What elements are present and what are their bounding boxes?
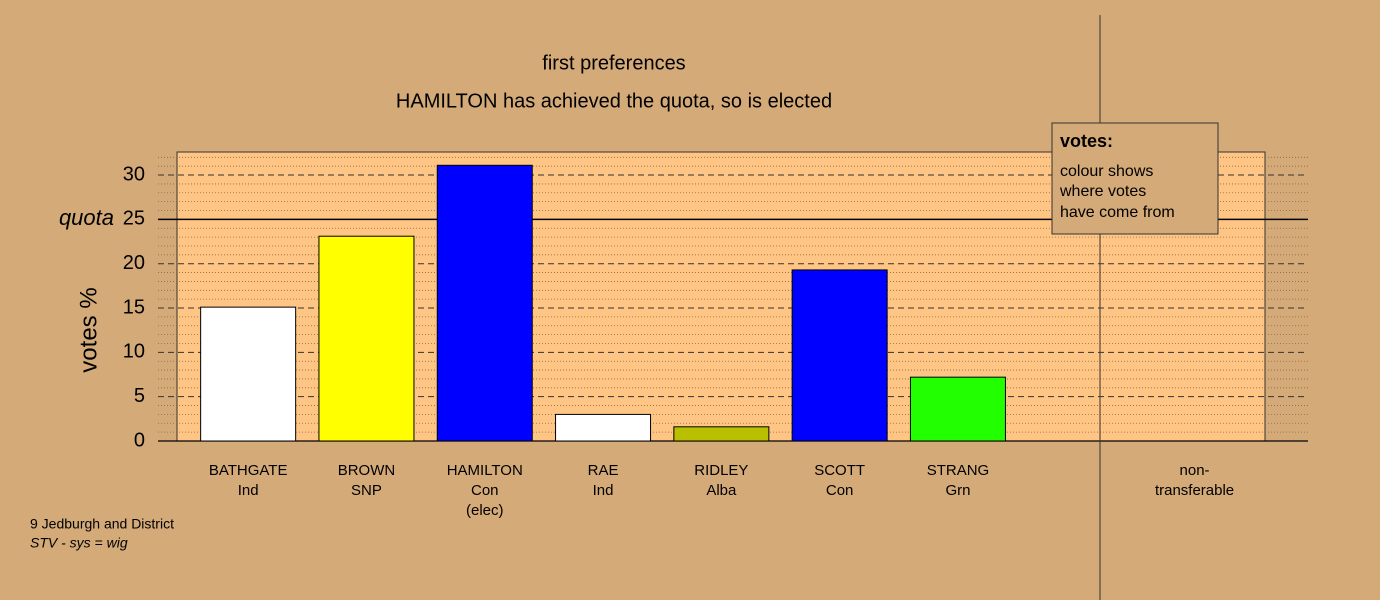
x-tick-label: Ind — [593, 482, 614, 499]
y-tick-label: 0 — [134, 429, 145, 451]
quota-label: quota — [59, 205, 114, 230]
bar — [318, 235, 415, 442]
x-tick-label: HAMILTON — [447, 462, 523, 479]
bar — [791, 269, 888, 442]
legend-title: votes: — [1060, 131, 1113, 151]
x-tick-label: Con — [826, 482, 854, 499]
x-tick-label: Ind — [238, 482, 259, 499]
x-tick-label: (elec) — [466, 502, 504, 519]
x-tick-label: SCOTT — [814, 462, 865, 479]
x-tick-label: transferable — [1155, 482, 1234, 499]
chart-subtitle: HAMILTON has achieved the quota, so is e… — [396, 90, 832, 112]
y-tick-label: 10 — [123, 341, 145, 363]
y-tick-label: 25 — [123, 208, 145, 230]
bar — [436, 164, 533, 442]
y-axis-label: votes % — [75, 287, 102, 372]
legend-text: have come from — [1060, 204, 1175, 221]
bars — [200, 164, 1006, 442]
bar — [555, 413, 652, 442]
x-tick-label: RAE — [588, 462, 619, 479]
bar — [673, 426, 770, 442]
x-tick-label: SNP — [351, 482, 382, 499]
y-tick-label: 15 — [123, 296, 145, 318]
y-tick-label: 5 — [134, 385, 145, 407]
x-tick-label: Grn — [945, 482, 970, 499]
y-tick-label: 30 — [123, 163, 145, 185]
x-tick-label: RIDLEY — [694, 462, 748, 479]
x-tick-label: Alba — [706, 482, 737, 499]
chart-title: first preferences — [542, 52, 685, 74]
legend-text: where votes — [1059, 183, 1146, 200]
legend-text: colour shows — [1060, 163, 1153, 180]
x-tick-label: Con — [471, 482, 499, 499]
footer-line: 9 Jedburgh and District — [30, 516, 174, 532]
bar — [200, 306, 297, 442]
x-tick-label: BROWN — [338, 462, 396, 479]
bar — [909, 376, 1006, 442]
x-tick-label: STRANG — [927, 462, 990, 479]
y-tick-label: 20 — [123, 252, 145, 274]
x-tick-label: BATHGATE — [209, 462, 288, 479]
legend-box — [1051, 122, 1219, 235]
x-tick-label: non- — [1180, 462, 1210, 479]
footer-line: STV - sys = wig — [30, 535, 128, 551]
